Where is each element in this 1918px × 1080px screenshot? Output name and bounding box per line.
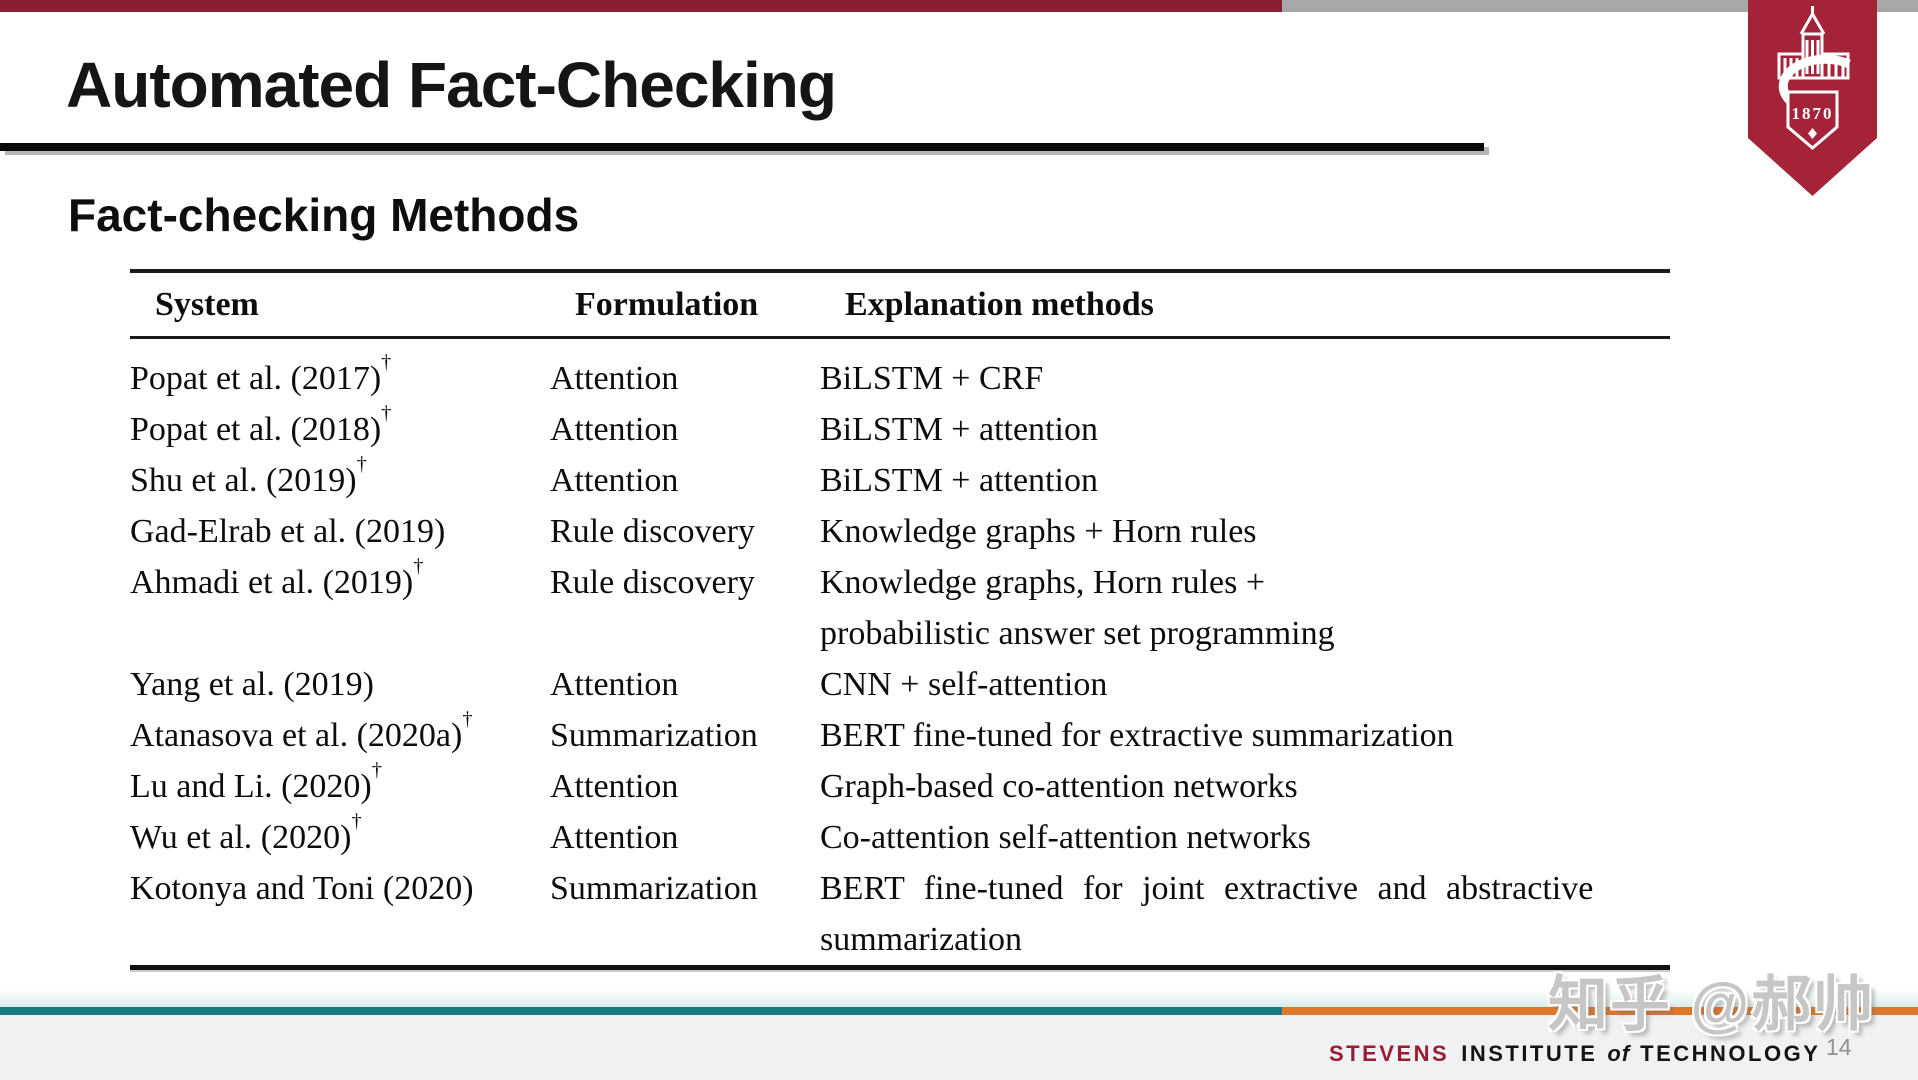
system-name: Gad-Elrab et al. (2019) [130,513,446,550]
table-row: Kotonya and Toni (2020) Summarization BE… [130,863,1670,965]
table-row: Lu and Li. (2020)† Attention Graph-based… [130,758,1670,812]
table-row: Popat et al. (2018)† Attention BiLSTM + … [130,401,1670,455]
section-subtitle: Fact-checking Methods [68,189,580,241]
explanation-line: BERT fine-tuned for extractive summariza… [820,717,1454,754]
formulation-cell: Attention [550,411,679,448]
table-row: Popat et al. (2017)† Attention BiLSTM + … [130,350,1670,404]
wordmark-institute: INSTITUTE [1461,1041,1598,1066]
explanation-line: BiLSTM + CRF [820,360,1044,397]
formulation-cell: Attention [550,819,679,856]
stevens-shield-icon: 1870 [1748,0,1877,196]
formulation-cell: Attention [550,462,679,499]
dagger-marker: † [462,707,473,730]
explanation-line: Co-attention self-attention networks [820,819,1311,856]
footer-gradient-band [0,990,1918,1007]
dagger-marker: † [413,554,424,577]
explanation-line: BERT fine-tuned for joint extractive and… [820,870,1594,907]
system-name: Kotonya and Toni (2020) [130,870,474,907]
table-header-row: System Formulation Explanation methods [130,273,1670,336]
formulation-cell: Rule discovery [550,513,755,550]
dagger-marker: † [381,401,392,424]
logo-year-text: 1870 [1792,104,1834,123]
footer-background [0,1015,1918,1080]
wordmark-technology: TECHNOLOGY [1640,1041,1821,1066]
dagger-marker: † [381,350,392,373]
table-row: Ahmadi et al. (2019)† Rule discovery Kno… [130,554,1670,659]
explanation-line: BiLSTM + attention [820,411,1098,448]
formulation-cell: Summarization [550,717,758,754]
table-row: Atanasova et al. (2020a)† Summarization … [130,707,1670,761]
formulation-cell: Rule discovery [550,564,755,601]
table-row: Yang et al. (2019) Attention CNN + self-… [130,659,1670,710]
formulation-cell: Attention [550,666,679,703]
table-row: Gad-Elrab et al. (2019) Rule discovery K… [130,506,1670,557]
footer-accent-bar-teal [0,1007,1282,1015]
system-name: Ahmadi et al. (2019) [130,564,414,601]
system-name: Yang et al. (2019) [130,666,374,703]
table-row: Wu et al. (2020)† Attention Co-attention… [130,809,1670,863]
system-name: Wu et al. (2020) [130,819,352,856]
page-number: 14 [1826,1034,1852,1060]
column-header-system: System [155,285,259,323]
dagger-marker: † [371,758,382,781]
dagger-marker: † [356,452,367,475]
system-name: Lu and Li. (2020) [130,768,372,805]
year-shield [1786,90,1839,150]
wordmark-of: of [1607,1041,1631,1066]
fact-checking-methods-table: System Formulation Explanation methods P… [130,269,1670,970]
table-bottom-rule [130,965,1670,970]
explanation-line: BiLSTM + attention [820,462,1098,499]
table-top-rule [130,269,1670,273]
wordmark-stevens: STEVENS [1329,1041,1450,1066]
column-header-explanation: Explanation methods [845,285,1154,323]
explanation-line: Graph-based co-attention networks [820,768,1298,805]
footer-accent-bar-orange [1282,1007,1918,1015]
system-name: Popat et al. (2018) [130,411,382,448]
explanation-line-2: probabilistic answer set programming [820,615,1335,652]
system-name: Shu et al. (2019) [130,462,357,499]
title-underline [0,143,1484,151]
formulation-cell: Summarization [550,870,758,907]
top-accent-bar-crimson [0,0,1282,12]
zhihu-watermark: 知乎 @郝帅 [1548,971,1876,1038]
table-row: Shu et al. (2019)† Attention BiLSTM + at… [130,452,1670,506]
shield-diamond [1808,128,1817,139]
column-header-formulation: Formulation [575,285,759,323]
formulation-cell: Attention [550,768,679,805]
page-title: Automated Fact-Checking [66,49,837,121]
system-name: Atanasova et al. (2020a) [130,717,463,754]
castle-illustration [1777,6,1850,80]
table-header-rule [130,336,1670,339]
explanation-line: CNN + self-attention [820,666,1108,703]
dagger-marker: † [351,809,362,832]
explanation-line: Knowledge graphs + Horn rules [820,513,1257,550]
explanation-line: Knowledge graphs, Horn rules + [820,564,1266,601]
system-name: Popat et al. (2017) [130,360,382,397]
explanation-line-2: summarization [820,921,1023,958]
table-body: Popat et al. (2017)† Attention BiLSTM + … [130,339,1670,965]
formulation-cell: Attention [550,360,679,397]
stevens-wordmark: STEVENS INSTITUTE of TECHNOLOGY [1329,1041,1820,1067]
